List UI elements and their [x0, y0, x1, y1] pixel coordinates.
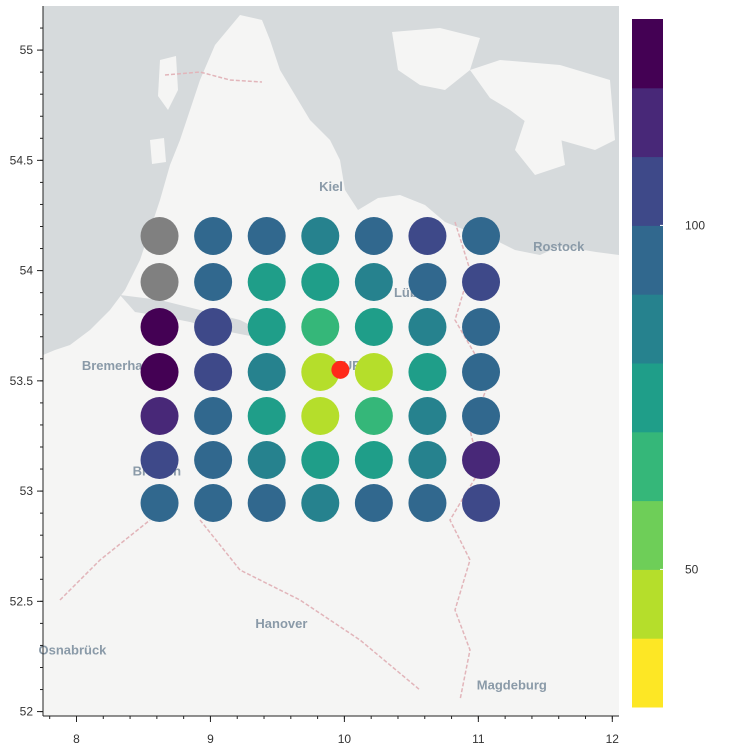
y-tick-label: 52.5	[10, 594, 34, 608]
grid-point	[301, 353, 340, 391]
highlight-dot	[331, 360, 350, 379]
x-tick-label: 10	[338, 732, 352, 746]
grid-point	[462, 353, 501, 391]
y-tick-label: 54.5	[10, 153, 34, 167]
colorbar-segment	[632, 225, 663, 295]
grid-point	[194, 308, 233, 346]
colorbar-tick-label: 100	[685, 218, 705, 232]
grid-point	[301, 308, 340, 346]
y-tick-label: 55	[20, 43, 34, 57]
grid-point	[194, 397, 233, 435]
grid-point	[354, 263, 393, 301]
colorbar: 100 50	[632, 19, 705, 708]
grid-point	[462, 441, 501, 479]
grid-points	[140, 217, 501, 522]
grid-point	[462, 308, 501, 346]
x-tick-label: 9	[207, 732, 214, 746]
grid-point	[354, 484, 393, 522]
grid-point	[247, 484, 286, 522]
grid-point	[140, 308, 179, 346]
colorbar-segment	[632, 87, 663, 158]
grid-point	[354, 308, 393, 346]
grid-point	[247, 441, 286, 479]
grid-point	[408, 263, 447, 301]
x-tick-label: 11	[472, 732, 485, 746]
y-tick-label: 53	[20, 484, 34, 498]
grid-point	[354, 441, 393, 479]
grid-point	[354, 397, 393, 435]
grid-point	[408, 217, 447, 255]
grid-point	[140, 353, 179, 391]
grid-point	[247, 397, 286, 435]
grid-point	[354, 353, 393, 391]
grid-point	[301, 484, 340, 522]
colorbar-segment	[632, 19, 663, 89]
grid-point	[301, 397, 340, 435]
grid-point	[140, 397, 179, 435]
grid-point	[408, 484, 447, 522]
grid-point	[194, 217, 233, 255]
basemap[interactable]	[43, 6, 619, 716]
grid-point	[408, 308, 447, 346]
y-tick-label: 52	[20, 705, 34, 719]
grid-point	[194, 353, 233, 391]
grid-point	[194, 441, 233, 479]
place-label: Hanover	[255, 616, 307, 631]
x-tick-label: 12	[606, 732, 620, 746]
colorbar-segment	[632, 363, 663, 433]
colorbar-segment	[632, 500, 663, 570]
grid-point	[247, 353, 286, 391]
y-tick-label: 54	[20, 264, 34, 278]
colorbar-segment	[632, 569, 663, 639]
grid-point	[247, 263, 286, 301]
place-label: Kiel	[319, 179, 343, 194]
grid-point	[140, 484, 179, 522]
place-label: Magdeburg	[477, 678, 547, 693]
grid-point	[301, 441, 340, 479]
grid-point	[140, 217, 179, 255]
colorbar-segment	[632, 638, 663, 708]
grid-point	[301, 263, 340, 301]
sea	[43, 6, 619, 355]
grid-point	[247, 308, 286, 346]
grid-point	[194, 484, 233, 522]
place-label: Osnabrück	[39, 642, 108, 657]
place-label: Rostock	[533, 239, 585, 254]
highlight-marker	[331, 360, 350, 379]
grid-point	[462, 484, 501, 522]
grid-point	[462, 397, 501, 435]
x-tick-label: 8	[73, 732, 80, 746]
y-axis: 55 54.5 54 53.5 53 52.5 52	[10, 6, 44, 719]
colorbar-segment	[632, 294, 663, 364]
grid-point	[140, 441, 179, 479]
y-tick-label: 53.5	[10, 374, 34, 388]
colorbar-segment	[632, 156, 663, 226]
grid-point	[408, 353, 447, 391]
colorbar-segment	[632, 431, 663, 502]
grid-point	[301, 217, 340, 255]
grid-point	[354, 217, 393, 255]
grid-point	[247, 217, 286, 255]
x-axis: 8 9 10 11 12	[43, 715, 620, 746]
grid-point	[408, 441, 447, 479]
grid-point	[140, 263, 179, 301]
grid-point	[462, 217, 501, 255]
grid-point	[408, 397, 447, 435]
grid-point	[194, 263, 233, 301]
grid-point	[462, 263, 501, 301]
colorbar-tick-label: 50	[685, 562, 699, 576]
